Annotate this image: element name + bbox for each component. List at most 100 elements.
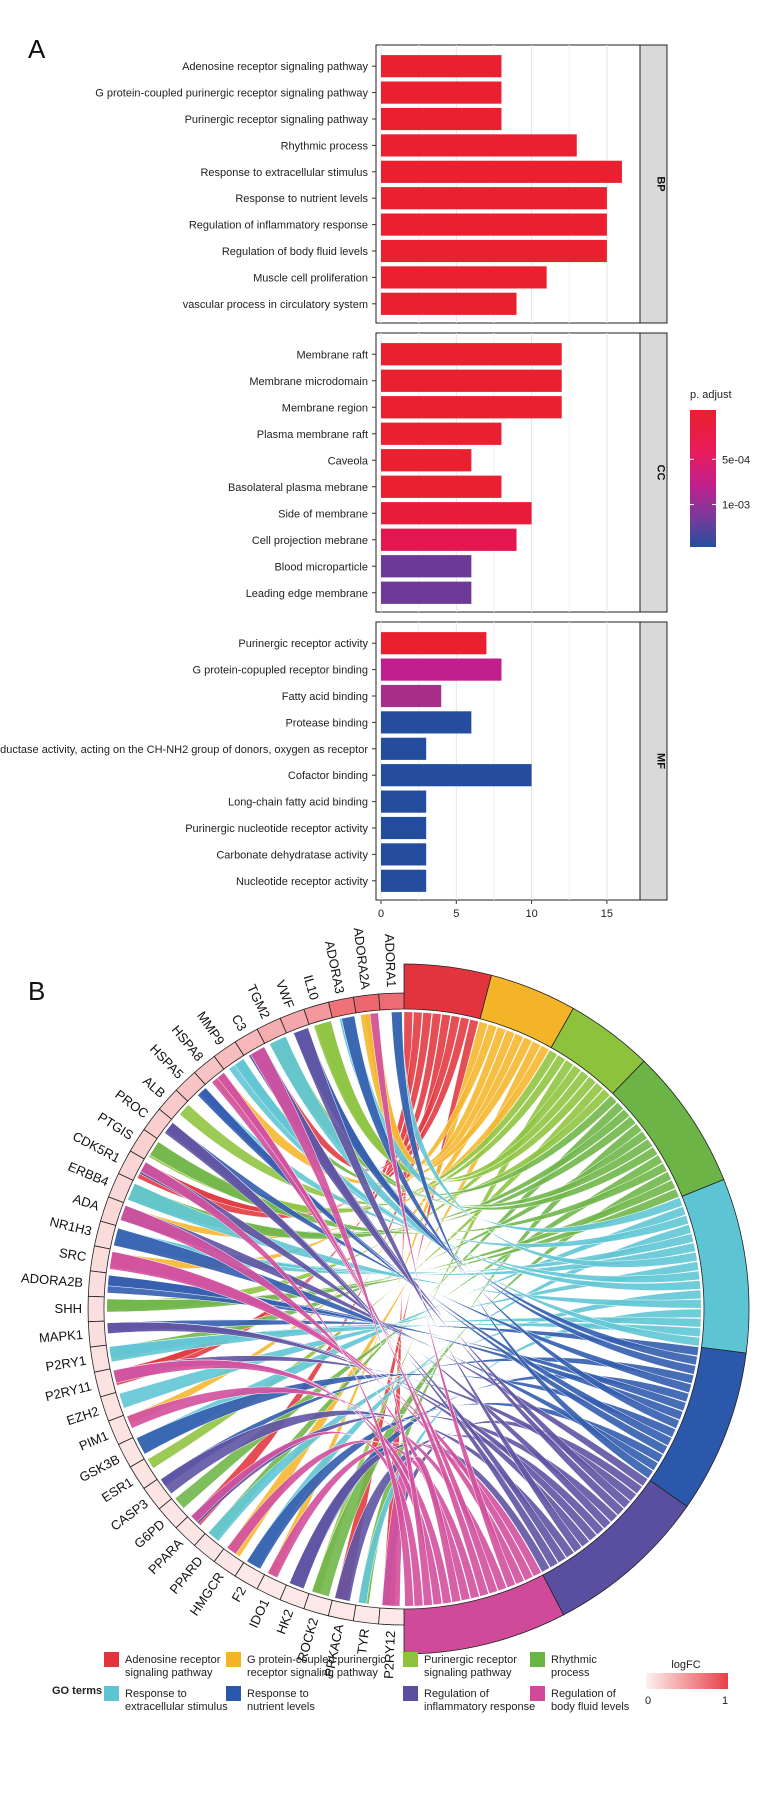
category-label: Plasma membrane raft bbox=[257, 429, 368, 441]
bar bbox=[381, 555, 472, 578]
category-label: Oxidoreductase activity, acting on the C… bbox=[0, 744, 368, 756]
gene-label: P2RY1 bbox=[44, 1353, 87, 1374]
gene-logfc-cell bbox=[143, 1108, 173, 1140]
category-label: Purinergic receptor signaling pathway bbox=[185, 114, 369, 126]
legend-swatch bbox=[403, 1686, 418, 1701]
legend-term-label: G protein-coupled purinergic bbox=[247, 1654, 386, 1666]
logfc-legend-title: logFC bbox=[671, 1659, 700, 1671]
gene-logfc-cell bbox=[107, 1414, 134, 1446]
gene-label: ADORA2B bbox=[20, 1270, 83, 1290]
gene-logfc-cell bbox=[143, 1478, 173, 1510]
bar bbox=[381, 213, 607, 236]
legend-swatch bbox=[104, 1686, 119, 1701]
gene-label: TYR bbox=[354, 1628, 372, 1656]
category-label: Regulation of inflammatory response bbox=[189, 220, 368, 232]
legend-term-label: Response to bbox=[125, 1688, 187, 1700]
gene-label: IL10 bbox=[301, 973, 322, 1001]
bar bbox=[381, 528, 517, 551]
category-label: Carbonate dehydratase activity bbox=[216, 849, 368, 861]
category-label: Blood microparticle bbox=[274, 561, 368, 573]
legend-term-label: body fluid levels bbox=[551, 1701, 630, 1713]
p-adjust-legend: p. adjust 5e-04 1e-03 bbox=[690, 389, 750, 547]
logfc-color-bar bbox=[646, 1673, 728, 1689]
category-label: Muscle cell proliferation bbox=[253, 272, 368, 284]
category-label: Membrane region bbox=[282, 402, 368, 414]
bar bbox=[381, 160, 622, 183]
legend-term-label: signaling pathway bbox=[125, 1667, 213, 1679]
bar bbox=[381, 632, 487, 655]
facet-strip-bp bbox=[639, 44, 668, 324]
panel-b-label: B bbox=[28, 976, 45, 1006]
category-label: Membrane raft bbox=[296, 349, 368, 361]
inner-ring bbox=[105, 1010, 703, 1608]
category-label: vascular process in circulatory system bbox=[183, 299, 368, 311]
gene-logfc-cell bbox=[303, 1001, 333, 1025]
gene-label: F2 bbox=[228, 1584, 249, 1605]
gene-logfc-cell bbox=[93, 1368, 117, 1398]
go-enrichment-bar-chart: BP Adenosine receptor signaling pathway G … bbox=[0, 44, 668, 920]
gene-label: ALB bbox=[140, 1073, 168, 1101]
bar bbox=[381, 790, 427, 813]
gene-label: MAPK1 bbox=[38, 1327, 83, 1345]
bar bbox=[381, 292, 517, 315]
category-label: Protease binding bbox=[285, 717, 368, 729]
category-label: Cofactor binding bbox=[288, 770, 368, 782]
bar bbox=[381, 239, 607, 263]
bar bbox=[381, 737, 427, 760]
category-label: Response to nutrient levels bbox=[235, 193, 368, 205]
facet-label: MF bbox=[655, 753, 667, 769]
gene-label: SHH bbox=[55, 1301, 82, 1316]
legend-title: p. adjust bbox=[690, 389, 732, 401]
facet-strip-mf bbox=[639, 621, 668, 901]
category-label: Long-chain fatty acid binding bbox=[228, 797, 368, 809]
gene-logfc-cell bbox=[129, 1458, 158, 1490]
facet-label: BP bbox=[655, 176, 667, 191]
legend-term-label: nutrient levels bbox=[247, 1701, 315, 1713]
category-label: Fatty acid binding bbox=[282, 691, 368, 703]
gene-label: GSK3B bbox=[77, 1452, 122, 1485]
x-tick-label: 0 bbox=[378, 908, 384, 920]
go-legend-title: GO terms bbox=[52, 1685, 102, 1697]
legend-term-label: Adenosine receptor bbox=[125, 1654, 221, 1666]
legend-term-label: receptor signaling pathway bbox=[247, 1667, 378, 1679]
category-label: Side of membrane bbox=[278, 508, 368, 520]
legend-term-label: extracellular stimulus bbox=[125, 1701, 228, 1713]
gene-label: PROC bbox=[112, 1087, 151, 1122]
bar bbox=[381, 475, 502, 498]
gene-label: TGM2 bbox=[244, 982, 273, 1021]
gene-logfc-cell bbox=[234, 1562, 266, 1590]
gene-label: ADORA2A bbox=[351, 927, 373, 991]
gene-logfc-cell bbox=[175, 1516, 206, 1547]
gene-label: ESR1 bbox=[99, 1474, 136, 1505]
legend-swatch bbox=[226, 1652, 241, 1667]
gene-label: SRC bbox=[58, 1245, 87, 1264]
legend-term-label: Response to bbox=[247, 1688, 309, 1700]
legend-term-label: Purinergic receptor bbox=[424, 1654, 517, 1666]
gene-logfc-cell bbox=[107, 1172, 134, 1204]
gene-logfc-cell bbox=[175, 1071, 206, 1102]
legend-swatch bbox=[530, 1686, 545, 1701]
gene-logfc-cell bbox=[129, 1128, 158, 1160]
category-label: Purinergic receptor activity bbox=[238, 638, 368, 650]
bar bbox=[381, 55, 502, 78]
gene-label: C3 bbox=[229, 1012, 250, 1034]
gene-label: ADA bbox=[71, 1191, 101, 1214]
gene-logfc-cell bbox=[256, 1574, 287, 1601]
bar bbox=[381, 187, 607, 210]
gene-label: IDO1 bbox=[246, 1596, 273, 1630]
bar bbox=[381, 396, 562, 419]
category-label: Basolateral plasma mebrane bbox=[228, 482, 368, 494]
legend-swatch bbox=[403, 1652, 418, 1667]
gene-logfc-cell bbox=[378, 992, 405, 1011]
gene-logfc-cell bbox=[213, 1041, 245, 1070]
gene-logfc-cell bbox=[234, 1028, 266, 1056]
bar bbox=[381, 449, 472, 472]
gene-logfc-cell bbox=[279, 1584, 310, 1610]
legend-swatch bbox=[530, 1652, 545, 1667]
x-tick-label: 5 bbox=[453, 908, 459, 920]
legend-term-label: Regulation of bbox=[551, 1688, 617, 1700]
facet-strip-cc bbox=[639, 332, 668, 613]
gene-logfc-cell bbox=[158, 1498, 189, 1529]
